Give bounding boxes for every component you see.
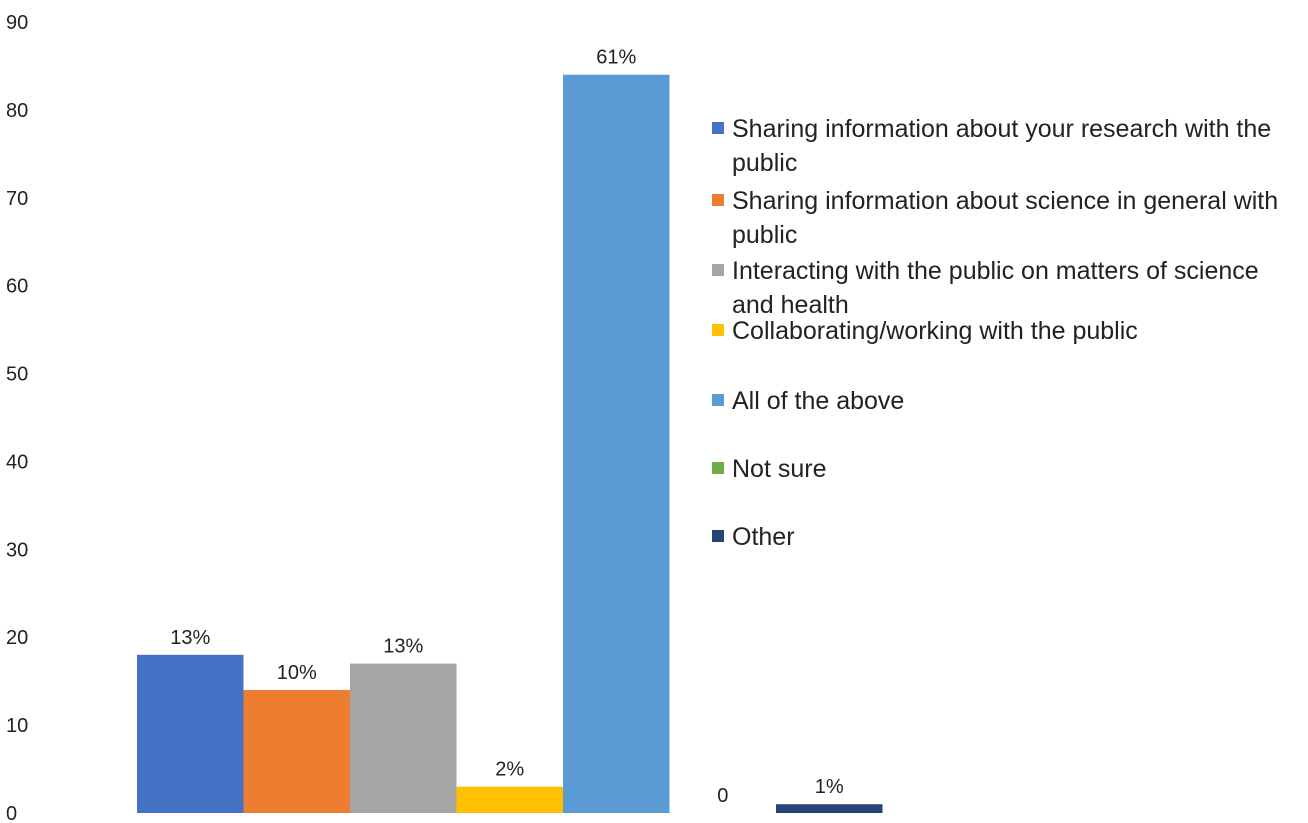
legend-label: Sharing information about science in gen… [732, 187, 1279, 249]
bar [456, 786, 563, 813]
legend-swatch [712, 122, 724, 134]
legend-swatch [712, 324, 724, 336]
y-tick-label: 10 [6, 715, 28, 737]
legend-label: Interacting with the public on matters o… [732, 257, 1259, 319]
data-label: 13% [383, 636, 423, 658]
bar [137, 654, 244, 813]
bar [243, 689, 350, 813]
bar [563, 74, 670, 813]
legend-label: Collaborating/working with the public [732, 317, 1138, 345]
legend-item: Interacting with the public on matters o… [712, 254, 1292, 322]
legend-item: Sharing information about your research … [712, 112, 1292, 180]
y-tick-label: 30 [6, 539, 28, 561]
y-tick-label: 70 [6, 188, 28, 210]
y-tick-label: 40 [6, 451, 28, 473]
legend-label: Not sure [732, 455, 827, 483]
legend-swatch [712, 394, 724, 406]
data-label: 2% [495, 759, 524, 781]
data-label: 0 [717, 785, 728, 807]
legend-label: All of the above [732, 387, 905, 415]
legend-item: Collaborating/working with the public [712, 314, 1292, 348]
legend-swatch [712, 462, 724, 474]
legend-swatch [712, 530, 724, 542]
data-label: 10% [277, 662, 317, 684]
y-tick-label: 60 [6, 276, 28, 298]
y-tick-label: 90 [6, 12, 28, 34]
legend-label: Sharing information about your research … [732, 115, 1272, 177]
y-tick-label: 20 [6, 627, 28, 649]
bar [350, 663, 457, 813]
y-tick-label: 0 [6, 803, 17, 823]
data-label: 1% [815, 776, 844, 798]
legend-item: Other [712, 520, 1292, 554]
legend-item: All of the above [712, 384, 1292, 418]
legend-swatch [712, 194, 724, 206]
data-label: 13% [170, 627, 210, 649]
legend-label: Other [732, 523, 795, 551]
data-label: 61% [596, 47, 636, 69]
y-tick-label: 80 [6, 100, 28, 122]
bar [776, 804, 883, 813]
legend-swatch [712, 264, 724, 276]
y-tick-label: 50 [6, 364, 28, 386]
legend-item: Not sure [712, 452, 1292, 486]
legend-item: Sharing information about science in gen… [712, 184, 1292, 252]
